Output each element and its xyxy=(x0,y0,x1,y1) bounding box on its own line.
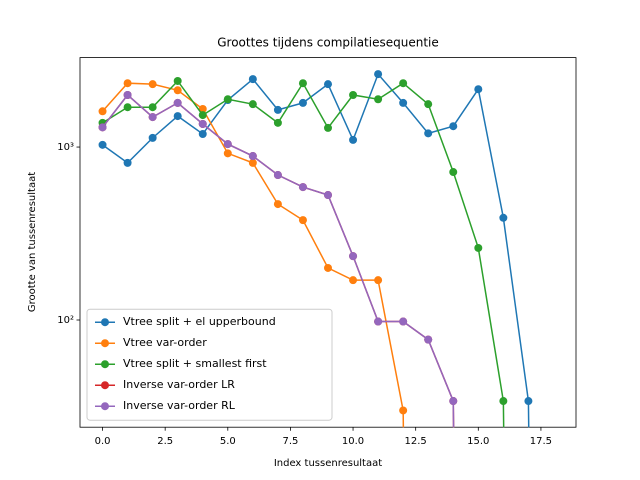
data-point xyxy=(223,140,232,149)
data-point xyxy=(123,158,132,167)
data-point xyxy=(148,113,157,122)
data-point xyxy=(349,252,358,261)
data-point xyxy=(499,213,508,222)
chart-title: Groottes tijdens compilatiesequentie xyxy=(217,36,439,50)
legend-label: Inverse var-order RL xyxy=(123,399,236,412)
legend-label: Vtree split + el upperbound xyxy=(123,315,276,328)
data-point xyxy=(424,335,433,344)
data-point xyxy=(374,317,383,326)
data-point xyxy=(374,70,383,79)
legend-marker xyxy=(101,360,109,369)
data-point xyxy=(374,276,383,285)
data-point xyxy=(324,80,332,89)
x-tick-label: 7.5 xyxy=(282,436,298,447)
data-point xyxy=(198,111,207,120)
data-point xyxy=(474,85,483,94)
data-point xyxy=(148,133,157,142)
data-point xyxy=(449,122,458,131)
x-tick-label: 5.0 xyxy=(220,436,236,447)
series-line xyxy=(101,93,455,428)
data-point xyxy=(349,276,358,285)
data-point xyxy=(524,397,533,406)
data-point xyxy=(173,112,182,121)
data-point xyxy=(298,79,307,88)
legend-marker xyxy=(101,339,109,348)
data-point xyxy=(248,158,257,167)
data-point xyxy=(349,135,358,144)
data-point xyxy=(198,119,207,128)
data-point xyxy=(324,191,332,200)
data-point xyxy=(248,75,257,84)
legend-box xyxy=(86,308,333,421)
x-tick-label: 15.0 xyxy=(467,436,489,447)
data-point xyxy=(148,80,157,89)
data-point xyxy=(248,100,257,109)
data-point xyxy=(298,98,307,107)
data-point xyxy=(273,171,282,180)
x-tick-label: 10.0 xyxy=(342,436,364,447)
data-point xyxy=(399,98,408,107)
legend-marker xyxy=(101,318,109,327)
data-point xyxy=(399,317,408,326)
data-point xyxy=(324,123,332,132)
x-tick-label: 17.5 xyxy=(530,436,552,447)
legend-label: Vtree var-order xyxy=(123,336,207,349)
data-point xyxy=(499,397,508,406)
data-point xyxy=(173,86,182,95)
data-point xyxy=(474,243,483,252)
x-tick-label: 0.0 xyxy=(95,436,111,447)
legend-label: Inverse var-order LR xyxy=(123,378,235,391)
data-point xyxy=(273,118,282,127)
y-tick-label: 10³ xyxy=(57,142,74,153)
data-point xyxy=(173,76,182,85)
data-point xyxy=(123,103,132,112)
series-line xyxy=(101,93,455,428)
x-tick-label: 2.5 xyxy=(157,436,173,447)
data-point xyxy=(349,90,358,99)
data-point xyxy=(123,79,132,88)
data-point xyxy=(273,105,282,114)
data-point xyxy=(248,152,257,161)
data-point xyxy=(298,183,307,192)
legend-marker xyxy=(101,402,109,411)
data-point xyxy=(399,79,408,88)
data-point xyxy=(399,406,408,415)
data-point xyxy=(98,107,107,116)
data-point xyxy=(173,98,182,107)
data-point xyxy=(424,129,433,138)
plot-frame xyxy=(79,57,577,428)
data-point xyxy=(148,103,157,112)
data-point xyxy=(198,104,207,113)
data-point xyxy=(374,95,383,104)
data-point xyxy=(98,140,107,149)
data-point xyxy=(449,168,458,177)
data-point xyxy=(98,123,107,132)
data-point xyxy=(223,149,232,158)
x-axis-label: Index tussenresultaat xyxy=(274,458,382,469)
plot-area xyxy=(98,70,533,428)
data-point xyxy=(198,129,207,138)
y-axis-label: Grootte van tussenresultaat xyxy=(27,172,38,312)
legend-label: Vtree split + smallest first xyxy=(123,357,267,370)
y-tick-label: 10² xyxy=(57,315,74,326)
x-tick-label: 12.5 xyxy=(405,436,427,447)
legend-marker xyxy=(101,381,109,390)
data-point xyxy=(424,100,433,109)
data-point xyxy=(298,216,307,225)
data-point xyxy=(449,397,458,406)
data-point xyxy=(223,95,232,104)
data-point xyxy=(273,200,282,209)
data-point xyxy=(123,90,132,99)
data-point xyxy=(324,263,332,272)
